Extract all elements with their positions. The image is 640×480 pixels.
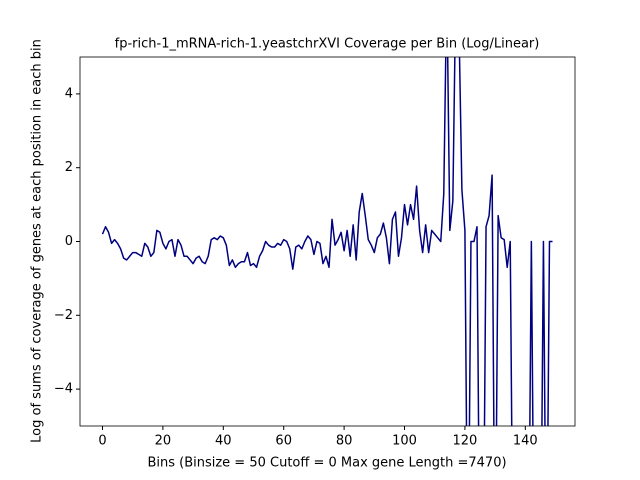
plot-frame	[79, 56, 576, 427]
plot-area	[101, 57, 553, 426]
y-tick-label: 4	[65, 86, 73, 101]
data-line	[101, 57, 553, 426]
x-axis-label: Bins (Binsize = 50 Cutoff = 0 Max gene L…	[147, 456, 506, 471]
chart-title: fp-rich-1_mRNA-rich-1.yeastchrXVI Covera…	[115, 37, 540, 52]
x-tick-label: 0	[98, 434, 106, 449]
x-tick-label: 40	[215, 434, 232, 449]
y-tick-label: −4	[54, 382, 73, 397]
x-tick-label: 80	[336, 434, 353, 449]
y-axis-label: Log of sums of coverage of genes at each…	[30, 39, 45, 443]
x-tick-label: 60	[275, 434, 292, 449]
x-tick-label: 140	[513, 434, 538, 449]
x-tick-label: 120	[453, 434, 478, 449]
y-tick-label: −2	[54, 308, 73, 323]
y-tick-label: 0	[65, 234, 73, 249]
x-tick-label: 20	[155, 434, 172, 449]
x-tick-label: 100	[392, 434, 417, 449]
y-tick-label: 2	[65, 160, 73, 175]
